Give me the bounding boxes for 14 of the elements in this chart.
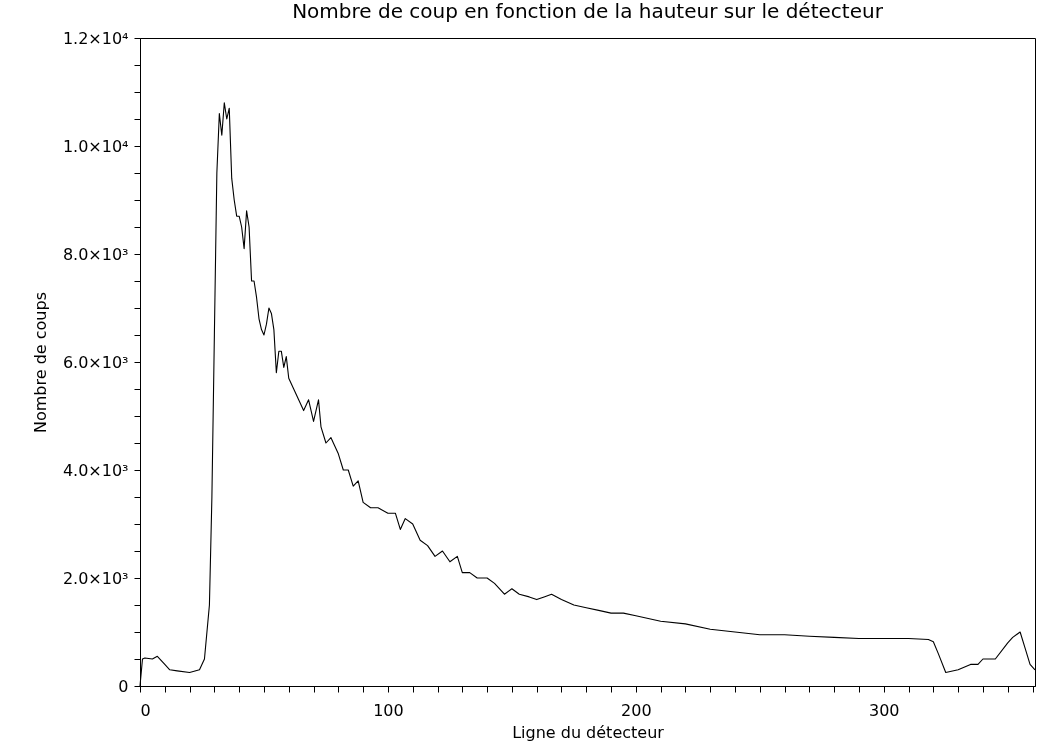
- y-tick-label: 4.0×10³: [62, 460, 129, 480]
- y-tick-label: 1.2×10⁴: [62, 28, 129, 48]
- y-tick-label: 0: [118, 676, 129, 696]
- y-tick-label: 2.0×10³: [62, 568, 129, 588]
- y-axis-title: Nombre de coups: [30, 292, 50, 433]
- y-tick-label: 8.0×10³: [62, 244, 129, 264]
- x-axis-title: Ligne du détecteur: [512, 722, 665, 742]
- y-tick-label: 6.0×10³: [62, 352, 129, 372]
- x-tick-label: 200: [621, 700, 652, 720]
- chart-title: Nombre de coup en fonction de la hauteur sur le détecteur: [292, 0, 884, 23]
- y-tick-label: 1.0×10⁴: [62, 136, 129, 156]
- x-tick-label: 0: [140, 700, 151, 720]
- x-tick-label: 300: [868, 700, 900, 720]
- x-tick-label: 100: [373, 700, 404, 720]
